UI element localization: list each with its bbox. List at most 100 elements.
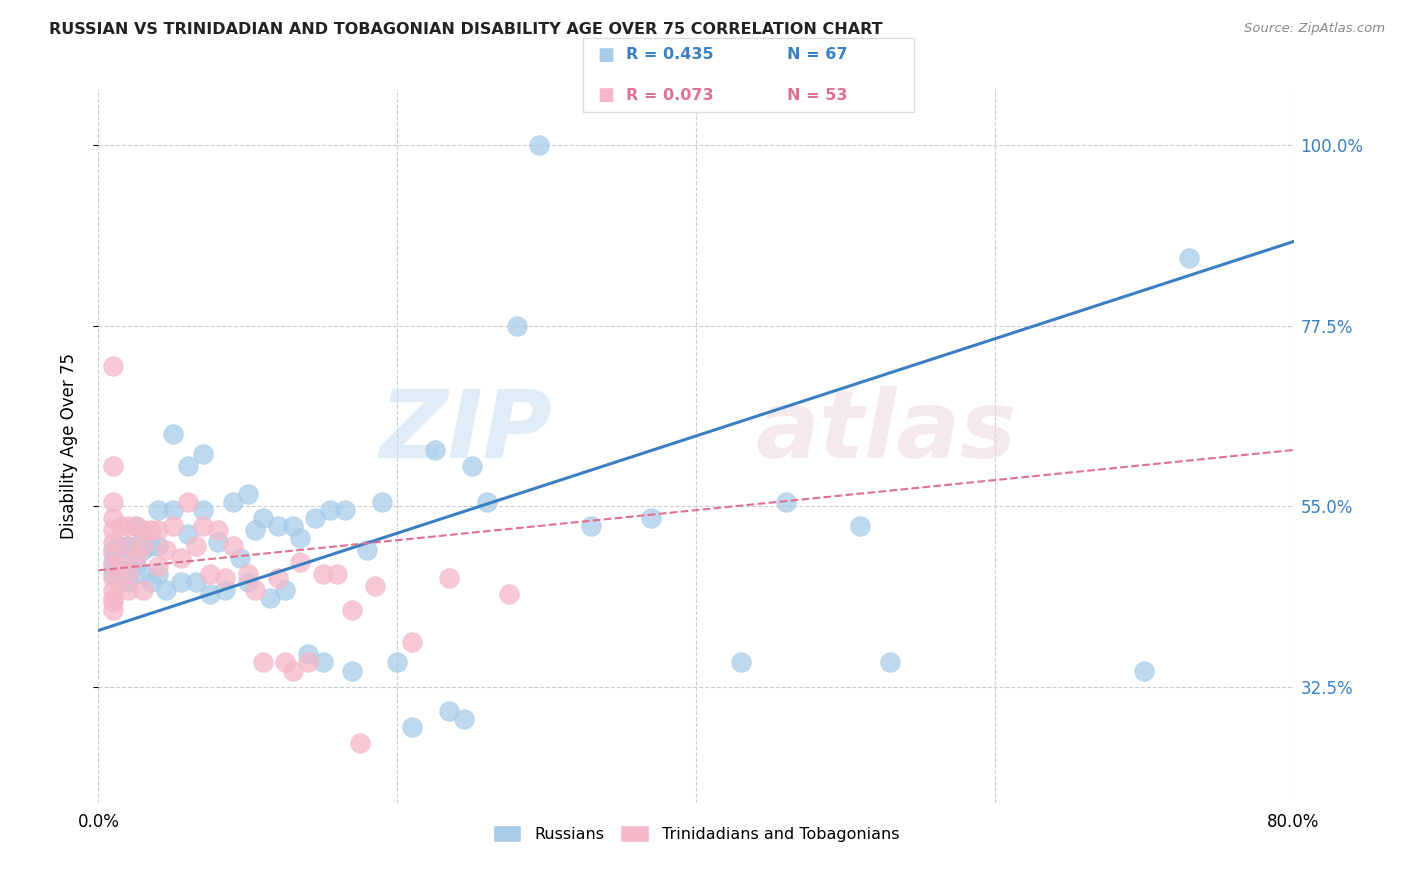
- Point: [155, 543, 177, 558]
- Point: [103, 359, 125, 373]
- Point: [148, 523, 170, 537]
- Point: [498, 587, 520, 601]
- Point: [148, 567, 170, 582]
- Point: [103, 595, 125, 609]
- Point: [207, 523, 229, 537]
- Text: ■: ■: [598, 86, 614, 104]
- Point: [117, 575, 139, 590]
- Point: [236, 487, 259, 501]
- Point: [169, 575, 191, 590]
- Point: [311, 567, 333, 582]
- Point: [879, 656, 901, 670]
- Point: [162, 427, 184, 442]
- Point: [191, 519, 214, 533]
- Point: [252, 656, 274, 670]
- Point: [103, 567, 125, 582]
- Text: Source: ZipAtlas.com: Source: ZipAtlas.com: [1244, 22, 1385, 36]
- Point: [139, 539, 162, 553]
- Point: [132, 539, 155, 553]
- Point: [162, 519, 184, 533]
- Point: [342, 603, 364, 617]
- Point: [148, 503, 170, 517]
- Point: [117, 563, 139, 577]
- Point: [110, 563, 132, 577]
- Point: [385, 656, 409, 670]
- Point: [110, 519, 132, 533]
- Point: [214, 583, 236, 598]
- Point: [103, 535, 125, 549]
- Point: [207, 535, 229, 549]
- Point: [117, 539, 139, 553]
- Point: [200, 567, 222, 582]
- Point: [103, 603, 125, 617]
- Point: [267, 519, 290, 533]
- Point: [191, 503, 214, 517]
- Point: [177, 527, 200, 541]
- Point: [236, 575, 259, 590]
- Point: [110, 559, 132, 574]
- Point: [319, 503, 342, 517]
- Point: [103, 559, 125, 574]
- Point: [103, 547, 125, 561]
- Point: [401, 635, 423, 649]
- Point: [333, 503, 356, 517]
- Point: [103, 591, 125, 606]
- Point: [453, 712, 475, 726]
- Point: [125, 551, 148, 566]
- Point: [139, 575, 162, 590]
- Point: [191, 447, 214, 461]
- Text: N = 53: N = 53: [787, 87, 848, 103]
- Point: [475, 495, 498, 509]
- Point: [132, 567, 155, 582]
- Text: ■: ■: [598, 45, 614, 64]
- Text: R = 0.435: R = 0.435: [626, 47, 713, 62]
- Point: [581, 519, 603, 533]
- Point: [640, 511, 662, 525]
- Point: [506, 318, 529, 333]
- Point: [103, 571, 125, 585]
- Point: [148, 539, 170, 553]
- Point: [222, 539, 245, 553]
- Point: [371, 495, 394, 509]
- Point: [401, 720, 423, 734]
- Point: [103, 523, 125, 537]
- Point: [169, 551, 191, 566]
- Point: [177, 495, 200, 509]
- Point: [304, 511, 326, 525]
- Point: [162, 503, 184, 517]
- Text: N = 67: N = 67: [787, 47, 848, 62]
- Point: [103, 458, 125, 473]
- Point: [1133, 664, 1156, 678]
- Point: [125, 519, 148, 533]
- Point: [184, 575, 207, 590]
- Point: [155, 583, 177, 598]
- Point: [297, 648, 319, 662]
- Point: [103, 495, 125, 509]
- Y-axis label: Disability Age Over 75: Disability Age Over 75: [59, 353, 77, 539]
- Point: [117, 519, 139, 533]
- Point: [439, 704, 461, 718]
- Point: [252, 511, 274, 525]
- Point: [245, 523, 267, 537]
- Legend: Russians, Trinidadians and Tobagonians: Russians, Trinidadians and Tobagonians: [486, 819, 905, 848]
- Point: [288, 531, 311, 545]
- Point: [730, 656, 752, 670]
- Point: [103, 543, 125, 558]
- Point: [288, 555, 311, 569]
- Point: [200, 587, 222, 601]
- Point: [125, 559, 148, 574]
- Point: [214, 571, 236, 585]
- Point: [439, 571, 461, 585]
- Point: [222, 495, 245, 509]
- Point: [117, 567, 139, 582]
- Point: [132, 543, 155, 558]
- Point: [297, 656, 319, 670]
- Point: [356, 543, 378, 558]
- Point: [117, 543, 139, 558]
- Point: [349, 736, 371, 750]
- Point: [125, 519, 148, 533]
- Point: [364, 579, 387, 593]
- Point: [245, 583, 267, 598]
- Point: [461, 458, 484, 473]
- Text: atlas: atlas: [756, 385, 1017, 478]
